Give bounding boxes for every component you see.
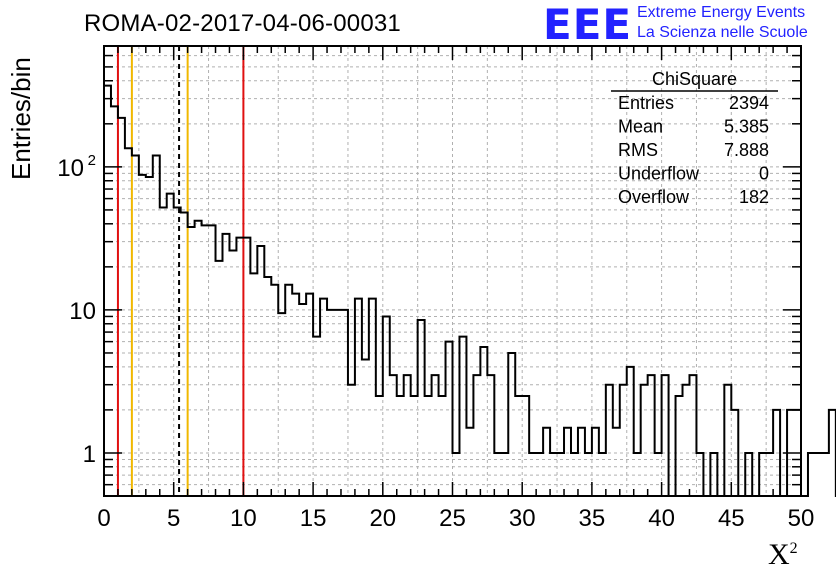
x-tick-label: 15 [300, 505, 327, 532]
x-tick-label: 10 [230, 505, 257, 532]
stat-row-value: 0 [759, 164, 769, 184]
x-tick-label: 0 [97, 505, 110, 532]
y-tick-label: 1 [83, 441, 96, 468]
x-tick-label: 35 [579, 505, 606, 532]
x-tick-label: 45 [718, 505, 745, 532]
x-tick-label: 25 [439, 505, 466, 532]
y-tick-label: 10 [69, 298, 96, 325]
logo-line2: La Scienza nelle Scuole [637, 24, 808, 41]
stat-row-label: Mean [618, 117, 663, 137]
stat-row-value: 5.385 [724, 117, 769, 137]
eee-logo: EEE [543, 0, 633, 49]
y-tick-label: 10 [57, 155, 84, 182]
stat-row-value: 2394 [729, 93, 769, 113]
stat-row-label: Entries [618, 93, 674, 113]
histogram-series [104, 84, 836, 497]
x-tick-label: 5 [167, 505, 180, 532]
stat-row-label: Underflow [618, 164, 700, 184]
stat-row-label: Overflow [618, 187, 690, 207]
x-tick-label: 30 [509, 505, 536, 532]
y-tick-label-exponent: 2 [88, 152, 96, 169]
x-axis-label: X2 [768, 538, 798, 571]
stat-row-label: RMS [618, 140, 658, 160]
stat-row-value: 182 [739, 187, 769, 207]
stat-box-title: ChiSquare [652, 69, 737, 89]
x-tick-label: 20 [369, 505, 396, 532]
logo-line1: Extreme Energy Events [637, 4, 806, 21]
chart-title: ROMA-02-2017-04-06-00031 [84, 10, 401, 37]
x-tick-label: 40 [648, 505, 675, 532]
stat-row-value: 7.888 [724, 140, 769, 160]
x-tick-label: 50 [788, 505, 815, 532]
